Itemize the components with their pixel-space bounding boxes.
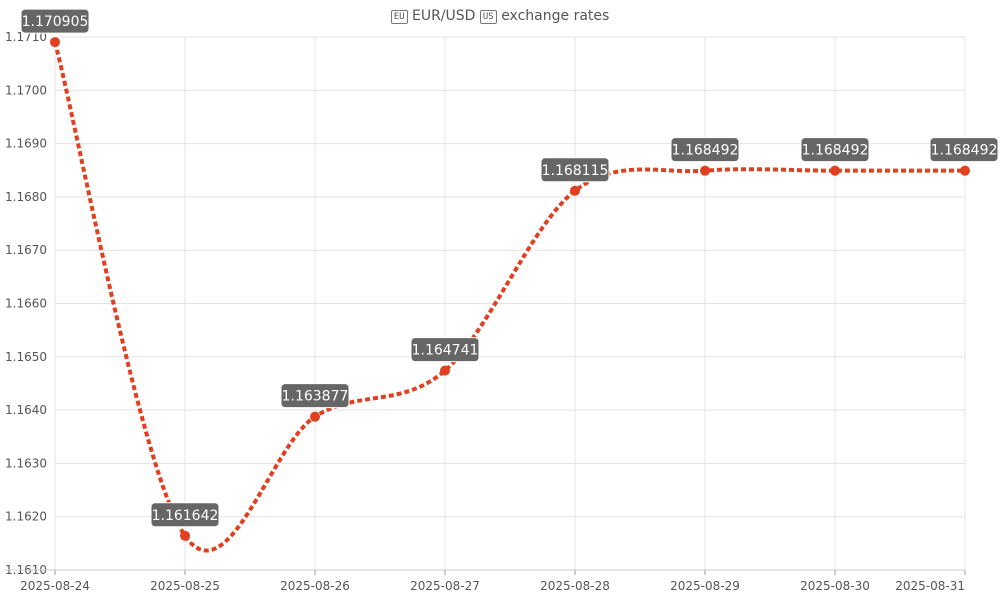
data-label-box [540, 157, 610, 183]
data-label-text: 1.168115 [542, 163, 609, 179]
eu-flag-icon: EU [390, 10, 408, 24]
data-point [960, 165, 970, 176]
y-tick-label: 1.1680 [5, 190, 47, 204]
data-label-text: 1.161642 [152, 508, 219, 524]
x-tick-label: 2025-08-28 [540, 579, 610, 593]
data-point [830, 165, 840, 176]
data-label: 1.161642 [150, 502, 220, 528]
data-point [50, 37, 60, 48]
x-tick-label: 2025-08-25 [150, 579, 220, 593]
data-label: 1.168492 [800, 137, 870, 163]
data-point [310, 411, 320, 422]
data-label-text: 1.164741 [412, 343, 479, 359]
y-tick-label: 1.1620 [5, 510, 47, 524]
x-tick-label: 2025-08-30 [800, 579, 870, 593]
x-tick-label: 2025-08-26 [280, 579, 350, 593]
data-label-box [800, 137, 870, 163]
data-label-text: 1.168492 [931, 143, 998, 159]
y-tick-label: 1.1670 [5, 243, 47, 257]
data-point [700, 165, 710, 176]
data-label-box [670, 137, 740, 163]
x-tick-label: 2025-08-27 [410, 579, 480, 593]
y-tick-label: 1.1690 [5, 137, 47, 151]
y-tick-label: 1.1700 [5, 83, 47, 97]
y-tick-label: 1.1660 [5, 297, 47, 311]
chart-title: EU EUR/USD US exchange rates [0, 8, 1000, 24]
x-tick-label: 2025-08-29 [670, 579, 740, 593]
data-label-box [20, 8, 90, 34]
data-label: 1.168492 [929, 137, 999, 163]
data-point [570, 185, 580, 196]
y-tick-label: 1.1650 [5, 350, 47, 364]
data-label: 1.168115 [540, 157, 610, 183]
data-label: 1.164741 [410, 337, 480, 363]
data-label-text: 1.170905 [22, 14, 89, 30]
series-line [53, 41, 965, 553]
chart-title-suffix: exchange rates [501, 8, 610, 24]
data-label-text: 1.163877 [282, 389, 349, 405]
data-label: 1.168492 [670, 137, 740, 163]
data-label-box [150, 502, 220, 528]
us-flag-icon: US [479, 10, 497, 24]
data-label-text: 1.168492 [672, 143, 739, 159]
data-point [180, 530, 190, 541]
data-label: 1.163877 [280, 383, 350, 409]
chart-title-pair: EUR/USD [411, 8, 476, 24]
data-label: 1.170905 [20, 8, 90, 34]
data-label-box [929, 137, 999, 163]
data-label-text: 1.168492 [802, 143, 869, 159]
x-tick-label: 2025-08-24 [20, 579, 90, 593]
data-point [440, 365, 450, 376]
x-tick-label: 2025-08-31 [895, 579, 965, 593]
y-tick-label: 1.1640 [5, 403, 47, 417]
y-tick-label: 1.1630 [5, 456, 47, 470]
data-label-box [410, 337, 480, 363]
data-label-box [280, 383, 350, 409]
